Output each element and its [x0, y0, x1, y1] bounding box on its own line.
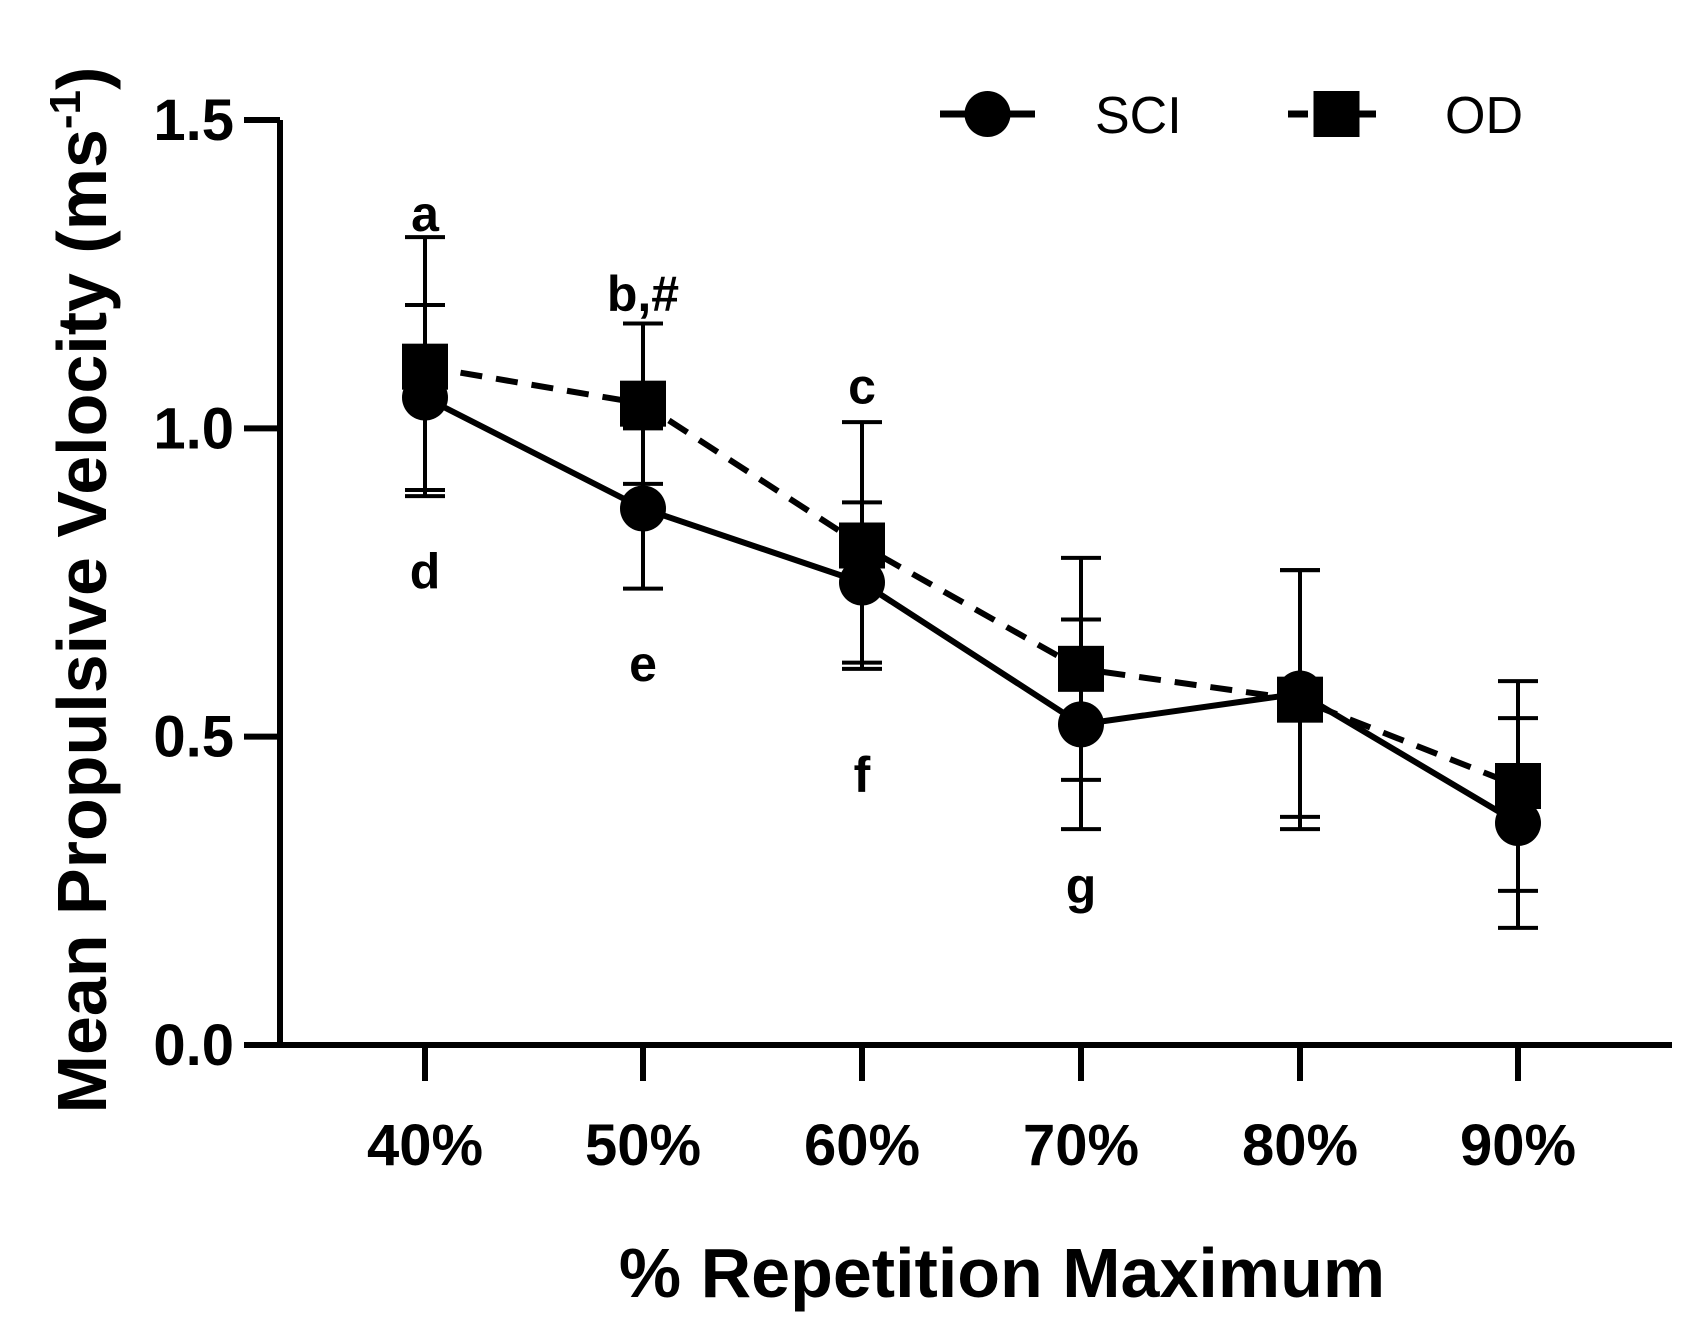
x-tick-label: 70%	[1023, 1113, 1139, 1178]
sci-point	[402, 374, 448, 421]
y-axis-title: Mean Propulsive Velocity (ms-1)	[41, 67, 121, 1114]
y-tick-label: 1.5	[153, 88, 234, 153]
legend: SCI OD	[940, 87, 1523, 145]
x-tick-label: 90%	[1460, 1113, 1576, 1178]
sci-point	[620, 485, 666, 532]
annotation-label: g	[1066, 858, 1097, 914]
annotation-label: d	[410, 544, 441, 600]
legend-od-marker	[1313, 91, 1360, 137]
annotation-label: b,#	[607, 266, 679, 322]
annotation-label: e	[629, 636, 657, 692]
sci-point	[1277, 670, 1323, 717]
sci-point	[1058, 701, 1104, 748]
x-tick-label: 60%	[804, 1113, 920, 1178]
y-tick-label: 0.0	[153, 1013, 234, 1078]
y-axis-title-close: )	[43, 67, 121, 90]
sci-series-line	[423, 394, 1520, 826]
legend-sci-label: SCI	[1095, 87, 1182, 145]
y-tick-label: 0.5	[153, 705, 234, 770]
od-point	[620, 380, 666, 427]
x-tick-label: 80%	[1242, 1113, 1358, 1178]
sci-point	[1495, 800, 1541, 846]
x-tick-label: 40%	[367, 1113, 483, 1178]
x-axis-title: % Repetition Maximum	[619, 1234, 1385, 1312]
y-axis-title-main: Mean Propulsive Velocity (ms	[43, 129, 121, 1113]
x-tick-label: 50%	[585, 1113, 701, 1178]
y-tick-label: 1.0	[153, 396, 234, 461]
annotation-label: a	[411, 186, 440, 242]
y-axis-title-superscript: -1	[41, 90, 90, 129]
plot-area: 0.0 0.5 1.0 1.5 40% 50% 60% 70% 80% 90% a b,# c d e f g	[153, 88, 1672, 1178]
legend-od-label: OD	[1445, 87, 1523, 145]
annotation-label: f	[854, 747, 871, 803]
annotation-label: c	[848, 359, 876, 415]
sci-point	[839, 559, 885, 606]
legend-sci-marker	[964, 91, 1011, 137]
